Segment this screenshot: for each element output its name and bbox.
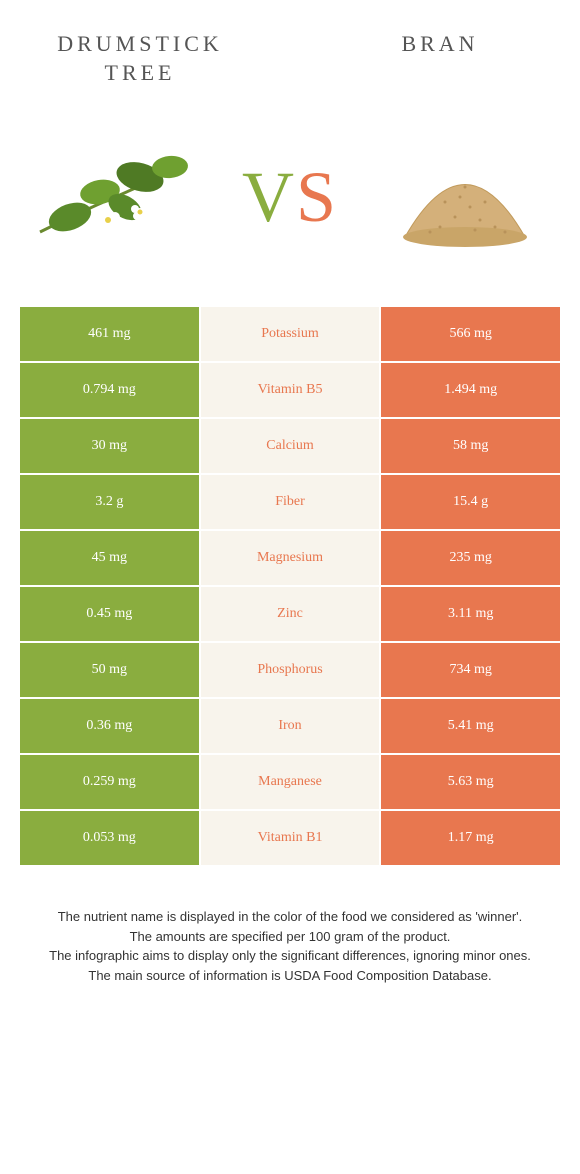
value-right: 15.4 g bbox=[381, 475, 560, 531]
value-left: 0.36 mg bbox=[20, 699, 201, 755]
value-right: 5.63 mg bbox=[381, 755, 560, 811]
header-titles: Drumstick tree Bran bbox=[20, 20, 560, 107]
nutrient-label: Iron bbox=[201, 699, 382, 755]
value-left: 0.259 mg bbox=[20, 755, 201, 811]
value-right: 235 mg bbox=[381, 531, 560, 587]
nutrient-label: Fiber bbox=[201, 475, 382, 531]
title-right: Bran bbox=[340, 30, 540, 59]
value-right: 1.494 mg bbox=[381, 363, 560, 419]
nutrient-label: Potassium bbox=[201, 307, 382, 363]
value-right: 566 mg bbox=[381, 307, 560, 363]
table-row: 30 mgCalcium58 mg bbox=[20, 419, 560, 475]
nutrient-table: 461 mgPotassium566 mg0.794 mgVitamin B51… bbox=[20, 307, 560, 867]
footer-notes: The nutrient name is displayed in the co… bbox=[20, 907, 560, 985]
value-right: 5.41 mg bbox=[381, 699, 560, 755]
table-row: 45 mgMagnesium235 mg bbox=[20, 531, 560, 587]
table-row: 461 mgPotassium566 mg bbox=[20, 307, 560, 363]
infographic-container: Drumstick tree Bran bbox=[0, 0, 580, 985]
drumstick-tree-icon bbox=[30, 137, 200, 257]
table-row: 0.053 mgVitamin B11.17 mg bbox=[20, 811, 560, 867]
hero-row: VS bbox=[20, 107, 560, 307]
nutrient-label: Phosphorus bbox=[201, 643, 382, 699]
value-right: 734 mg bbox=[381, 643, 560, 699]
value-left: 461 mg bbox=[20, 307, 201, 363]
value-left: 3.2 g bbox=[20, 475, 201, 531]
value-left: 0.794 mg bbox=[20, 363, 201, 419]
footer-line: The amounts are specified per 100 gram o… bbox=[40, 927, 540, 947]
table-row: 0.794 mgVitamin B51.494 mg bbox=[20, 363, 560, 419]
vs-v: V bbox=[242, 157, 296, 237]
value-left: 0.45 mg bbox=[20, 587, 201, 643]
value-left: 30 mg bbox=[20, 419, 201, 475]
table-row: 50 mgPhosphorus734 mg bbox=[20, 643, 560, 699]
nutrient-label: Vitamin B1 bbox=[201, 811, 382, 867]
nutrient-label: Calcium bbox=[201, 419, 382, 475]
nutrient-label: Zinc bbox=[201, 587, 382, 643]
value-right: 58 mg bbox=[381, 419, 560, 475]
footer-line: The main source of information is USDA F… bbox=[40, 966, 540, 986]
footer-line: The infographic aims to display only the… bbox=[40, 946, 540, 966]
table-row: 0.259 mgManganese5.63 mg bbox=[20, 755, 560, 811]
vs-s: S bbox=[296, 157, 338, 237]
nutrient-label: Vitamin B5 bbox=[201, 363, 382, 419]
value-left: 45 mg bbox=[20, 531, 201, 587]
value-left: 50 mg bbox=[20, 643, 201, 699]
bran-icon bbox=[380, 137, 550, 257]
footer-line: The nutrient name is displayed in the co… bbox=[40, 907, 540, 927]
nutrient-label: Magnesium bbox=[201, 531, 382, 587]
table-row: 3.2 gFiber15.4 g bbox=[20, 475, 560, 531]
value-right: 3.11 mg bbox=[381, 587, 560, 643]
nutrient-label: Manganese bbox=[201, 755, 382, 811]
value-right: 1.17 mg bbox=[381, 811, 560, 867]
title-left: Drumstick tree bbox=[40, 30, 240, 87]
vs-label: VS bbox=[242, 156, 338, 239]
table-row: 0.36 mgIron5.41 mg bbox=[20, 699, 560, 755]
table-row: 0.45 mgZinc3.11 mg bbox=[20, 587, 560, 643]
value-left: 0.053 mg bbox=[20, 811, 201, 867]
